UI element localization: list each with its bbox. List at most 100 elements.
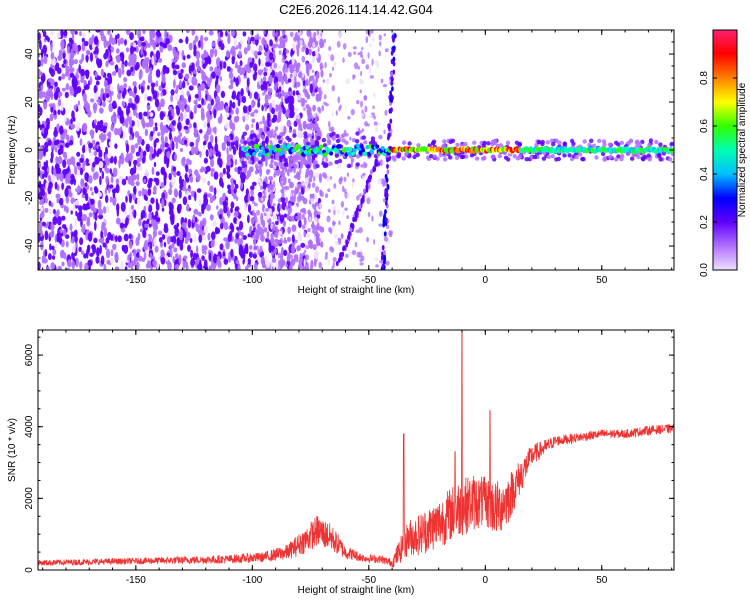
heatmap-cell — [252, 100, 256, 106]
heatmap-cell — [60, 39, 65, 50]
heatmap-cell — [169, 244, 173, 250]
heatmap-cell — [115, 48, 120, 54]
heatmap-cell — [222, 61, 227, 69]
heatmap-cell — [313, 224, 317, 231]
heatmap-cell — [283, 213, 287, 218]
heatmap-cell — [354, 241, 358, 248]
heatmap-cell — [147, 188, 152, 196]
heatmap-cell — [278, 161, 283, 167]
heatmap-cell — [94, 156, 98, 165]
heatmap-cell — [298, 220, 302, 228]
heatmap-cell — [236, 217, 240, 228]
heatmap-cell — [281, 137, 284, 141]
heatmap-cell — [89, 151, 95, 156]
heatmap-cell — [273, 225, 278, 232]
heatmap-cell — [259, 71, 262, 76]
heatmap-cell — [331, 85, 335, 92]
heatmap-cell — [261, 181, 267, 190]
heatmap-cell — [602, 156, 607, 161]
heatmap-cell — [331, 131, 336, 136]
heatmap-cell — [163, 226, 169, 234]
heatmap-cell — [279, 204, 282, 210]
heatmap-cell — [70, 123, 76, 130]
heatmap-cell — [201, 204, 205, 215]
heatmap-cell — [56, 215, 62, 226]
heatmap-cell — [71, 110, 75, 120]
heatmap-cell — [71, 32, 75, 41]
heatmap-cell — [162, 64, 167, 74]
heatmap-cell — [335, 260, 339, 267]
heatmap-cell — [137, 232, 141, 241]
heatmap-cell — [89, 76, 93, 86]
heatmap-cell — [206, 204, 211, 212]
heatmap-cell — [246, 77, 250, 87]
heatmap-cell — [168, 131, 172, 140]
heatmap-cell — [150, 130, 154, 137]
heatmap-cell — [183, 139, 188, 145]
heatmap-cell — [168, 114, 173, 121]
heatmap-cell — [389, 232, 393, 238]
heatmap-cell — [141, 187, 145, 197]
heatmap-cell — [125, 143, 130, 154]
heatmap-cell — [158, 230, 163, 236]
heatmap-cell — [448, 139, 453, 145]
heatmap-cell — [296, 255, 299, 263]
heatmap-cell — [657, 153, 662, 159]
heatmap-cell — [115, 64, 119, 73]
heatmap-cell — [89, 52, 94, 63]
heatmap-cell — [84, 182, 88, 187]
heatmap-cell — [121, 218, 126, 224]
heatmap-cell — [222, 251, 226, 257]
heatmap-cell — [194, 145, 199, 155]
heatmap-cell — [455, 142, 460, 148]
heatmap-cell — [261, 197, 264, 202]
heatmap-cell — [146, 104, 151, 110]
snr-line — [38, 330, 674, 568]
heatmap-cell — [302, 121, 307, 130]
heatmap-cell — [138, 255, 143, 262]
heatmap-cell — [457, 152, 462, 157]
heatmap-cell — [147, 96, 152, 101]
heatmap-cell — [63, 252, 67, 260]
heatmap-cell — [339, 252, 342, 258]
heatmap-cell — [50, 105, 54, 113]
heatmap-cell — [218, 102, 222, 111]
heatmap-cell — [415, 152, 420, 158]
heatmap-cell — [85, 54, 89, 63]
heatmap-cell — [308, 178, 313, 183]
heatmap-cell — [174, 153, 177, 162]
heatmap-cell — [356, 195, 360, 201]
heatmap-cell — [221, 142, 226, 152]
heatmap-cell — [351, 151, 356, 156]
heatmap-cell — [152, 259, 157, 267]
heatmap-cell — [319, 144, 324, 149]
heatmap-cell — [280, 196, 286, 203]
heatmap-cell — [264, 105, 267, 112]
y-tick-label: 0 — [24, 147, 35, 153]
heatmap-cell — [112, 167, 118, 178]
heatmap-cell — [303, 107, 306, 111]
heatmap-cell — [203, 120, 208, 129]
heatmap-cell — [207, 122, 210, 128]
heatmap-cell — [306, 78, 309, 87]
heatmap-cell — [143, 50, 147, 57]
heatmap-cell — [281, 185, 285, 190]
heatmap-cell — [317, 34, 322, 40]
heatmap-cell — [319, 109, 322, 114]
heatmap-cell — [209, 66, 214, 72]
heatmap-cell — [658, 157, 663, 162]
heatmap-cell — [229, 230, 233, 237]
heatmap-cell — [179, 51, 182, 56]
heatmap-cell — [286, 119, 292, 128]
heatmap-cell — [250, 188, 254, 197]
heatmap-cell — [56, 198, 60, 204]
heatmap-cell — [303, 131, 308, 136]
heatmap-cell — [41, 75, 45, 84]
heatmap-cell — [106, 248, 111, 259]
heatmap-cell — [281, 57, 285, 63]
heatmap-cell — [260, 84, 264, 91]
heatmap-cell — [600, 151, 606, 157]
heatmap-cell — [43, 101, 47, 110]
snr-x-axis-label: Height of straight line (km) — [298, 585, 415, 596]
